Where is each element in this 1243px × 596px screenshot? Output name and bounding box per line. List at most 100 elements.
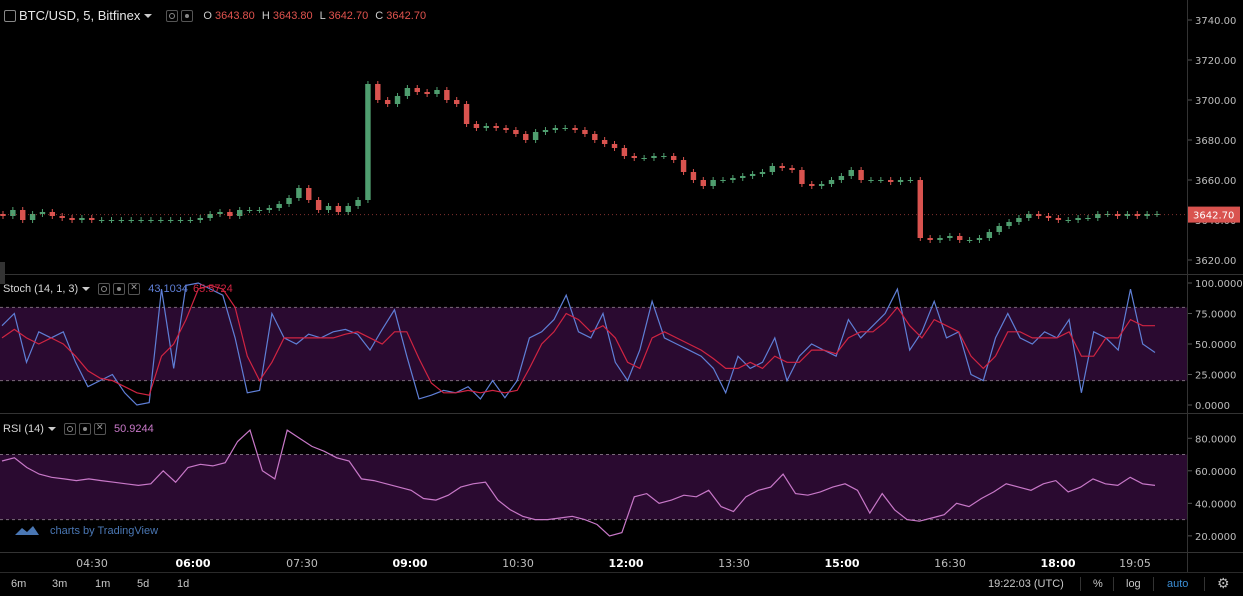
eye-icon[interactable]	[98, 283, 111, 295]
candle-body	[177, 220, 184, 221]
candle-body	[434, 90, 440, 94]
candle-body	[148, 220, 154, 221]
candle-body	[513, 130, 519, 134]
candle-body	[651, 156, 657, 158]
candle-body	[39, 212, 46, 214]
candle-body	[453, 100, 460, 104]
settings-icon[interactable]	[181, 9, 194, 22]
candle-body	[167, 220, 174, 221]
price-axis-tick: 3740.00	[1195, 16, 1236, 27]
candle-body	[98, 220, 105, 221]
candle-body	[996, 226, 1002, 232]
candle-body	[582, 130, 588, 134]
candle-body	[1114, 214, 1121, 216]
gear-icon[interactable]: ⚙	[1217, 575, 1230, 591]
time-axis-tick: 10:30	[502, 557, 534, 570]
candle-body	[414, 88, 420, 92]
stoch-axis-tick: 25.0000	[1195, 371, 1236, 382]
candle-body	[937, 238, 943, 240]
candle-body	[838, 176, 845, 180]
candle-body	[384, 100, 391, 104]
candle-body	[680, 160, 687, 172]
candle-body	[503, 128, 509, 130]
candle-body	[10, 210, 16, 216]
stoch-band-fill	[0, 307, 1187, 381]
tradingview-watermark[interactable]: charts by TradingView	[14, 523, 158, 539]
eye-icon[interactable]	[63, 423, 76, 435]
chevron-down-icon[interactable]	[82, 287, 91, 291]
range-button-1m[interactable]: 1m	[95, 578, 111, 590]
candle-body	[740, 176, 746, 178]
rsi-band-fill	[0, 454, 1187, 520]
candle-body	[966, 240, 973, 241]
candle-body	[917, 180, 923, 238]
last-price-label: 3642.70	[1193, 211, 1234, 222]
eye-icon[interactable]	[166, 9, 179, 22]
range-button-6m[interactable]: 6m	[11, 578, 27, 590]
candle-body	[276, 204, 282, 208]
watermark-text: charts by TradingView	[50, 525, 159, 537]
chevron-down-icon[interactable]	[144, 13, 153, 18]
candle-body	[246, 210, 253, 211]
candle-body	[749, 174, 756, 176]
range-button-1d[interactable]: 1d	[177, 578, 190, 590]
time-axis-tick: 18:00	[1040, 557, 1075, 570]
price-axis-tick: 3680.00	[1195, 136, 1236, 147]
candle-body	[197, 218, 203, 220]
chevron-down-icon[interactable]	[47, 427, 56, 431]
ohlc-high-key: H	[261, 9, 270, 22]
candle-body	[1134, 214, 1140, 216]
candle-body	[473, 124, 480, 128]
time-axis-tick: 19:05	[1119, 557, 1151, 570]
candle-body	[444, 90, 450, 100]
auto-toggle[interactable]: auto	[1167, 578, 1189, 590]
settings-icon[interactable]	[113, 283, 126, 295]
candle-body	[424, 92, 430, 94]
close-icon[interactable]	[128, 282, 141, 295]
stoch-axis-tick: 100.0000	[1195, 279, 1243, 290]
candle-body	[306, 188, 312, 200]
settings-icon[interactable]	[78, 423, 91, 435]
candle-body	[542, 130, 549, 132]
ohlc-open-key: O	[203, 9, 212, 22]
candle-body	[621, 148, 628, 156]
rsi-header: RSI (14) 50.9244	[3, 422, 154, 435]
tradingview-logo-icon	[15, 526, 39, 535]
close-icon[interactable]	[93, 422, 106, 435]
candle-body	[1104, 214, 1111, 215]
rsi-title[interactable]: RSI (14)	[3, 423, 44, 435]
percent-toggle[interactable]: %	[1093, 578, 1103, 590]
candle-body	[375, 84, 381, 100]
ohlc-high-value: 3643.80	[272, 9, 313, 22]
candle-body	[1085, 218, 1091, 219]
collapse-icon[interactable]	[4, 9, 16, 22]
candle-body	[266, 208, 273, 210]
range-button-5d[interactable]: 5d	[137, 578, 150, 590]
candle-body	[158, 220, 164, 221]
candle-body	[227, 212, 233, 216]
time-axis-tick: 04:30	[76, 557, 108, 570]
time-axis-tick: 16:30	[934, 557, 966, 570]
time-axis-tick: 13:30	[718, 557, 750, 570]
symbol-title[interactable]: BTC/USD, 5, Bitfinex	[19, 8, 141, 23]
candle-body	[947, 236, 953, 238]
price-axis-tick: 3620.00	[1195, 256, 1236, 267]
candle-body	[552, 128, 559, 130]
stoch-title[interactable]: Stoch (14, 1, 3)	[3, 283, 79, 295]
candle-body	[661, 156, 667, 157]
utc-clock[interactable]: 19:22:03 (UTC)	[988, 578, 1064, 590]
candle-body	[611, 144, 618, 148]
candle-body	[1095, 214, 1101, 218]
candle-body	[789, 168, 795, 170]
candle-body	[848, 170, 854, 176]
candle-body	[769, 166, 776, 172]
range-button-3m[interactable]: 3m	[52, 578, 68, 590]
candle-body	[828, 180, 835, 184]
stoch-k-line	[1, 282, 1156, 406]
log-toggle[interactable]: log	[1126, 578, 1141, 590]
candle-body	[710, 180, 716, 186]
divider	[1153, 577, 1154, 591]
stoch-k-value: 43.1034	[148, 283, 188, 295]
candle-body	[690, 172, 697, 180]
